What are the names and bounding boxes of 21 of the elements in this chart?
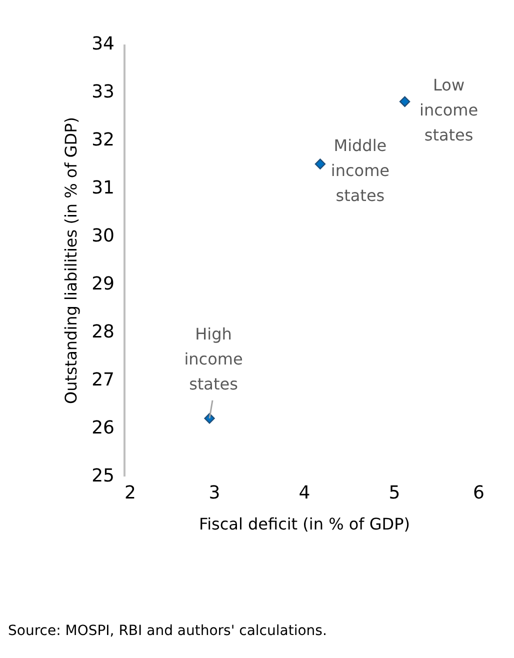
annotation: High income states (184, 324, 243, 394)
y-tick-label: 29 (92, 274, 114, 294)
x-tick-label: 2 (124, 482, 136, 504)
y-tick-label: 33 (92, 82, 114, 102)
y-tick-label: 30 (92, 226, 114, 246)
y-tick-label: 25 (92, 466, 114, 486)
y-axis-title: Outstanding liabilities (in % of GDP) (62, 116, 81, 404)
y-tick-label: 28 (92, 322, 114, 342)
y-tick-label: 32 (92, 130, 114, 150)
x-tick-label: 6 (473, 482, 484, 504)
y-tick-label: 31 (92, 178, 114, 198)
x-tick-label: 5 (388, 482, 400, 504)
x-tick-label: 4 (298, 482, 310, 504)
y-tick-label: 26 (92, 418, 114, 438)
y-tick-label: 27 (92, 370, 114, 390)
x-tick-label: 3 (208, 482, 220, 504)
annotation: Low income states (419, 76, 478, 145)
y-tick-label: 34 (92, 34, 114, 54)
x-axis-title: Fiscal deficit (in % of GDP) (199, 514, 410, 534)
annotation: Middle income states (330, 136, 390, 205)
source-note: Source: MOSPI, RBI and authors' calculations. (8, 623, 327, 639)
